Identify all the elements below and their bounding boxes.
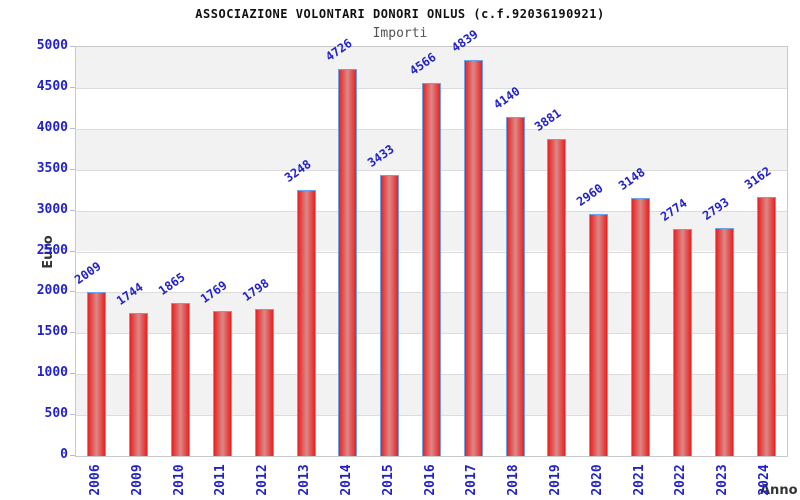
x-tick-label-2009: 2009	[129, 464, 145, 496]
y-tick-label: 4000	[36, 119, 68, 135]
bar-2021	[631, 198, 651, 456]
x-tick-label-2010: 2010	[171, 464, 187, 496]
bar-2023	[714, 227, 734, 456]
x-tick-label-2020: 2020	[589, 464, 605, 496]
x-tick-label-2013: 2013	[297, 464, 313, 496]
y-tick-mark	[70, 46, 75, 47]
y-tick-label: 2500	[36, 242, 68, 258]
x-tick-label-2024: 2024	[757, 464, 773, 496]
bar-2013	[296, 190, 316, 456]
y-tick-label: 3500	[36, 160, 68, 176]
x-tick-label-2022: 2022	[673, 464, 689, 496]
y-tick-mark	[70, 168, 75, 170]
bar-2010	[171, 303, 191, 456]
bar-2018	[505, 117, 525, 456]
x-tick-label-2019: 2019	[547, 464, 563, 496]
chart-subtitle: Importi	[372, 26, 428, 41]
x-tick-label-2015: 2015	[380, 464, 396, 496]
x-tick-label-2017: 2017	[464, 464, 480, 496]
x-tick-label-2011: 2011	[213, 464, 229, 496]
y-tick-mark	[70, 332, 75, 334]
bar-2015	[380, 175, 400, 456]
x-tick-label-2021: 2021	[631, 464, 647, 496]
y-tick-mark	[70, 127, 75, 129]
y-tick-mark	[70, 86, 75, 88]
y-tick-label: 1000	[36, 365, 68, 381]
y-tick-mark	[70, 414, 75, 416]
x-tick-label-2006: 2006	[87, 464, 103, 496]
chart-title: ASSOCIAZIONE VOLONTARI DONORI ONLUS (c.f…	[195, 7, 605, 21]
bar-2014	[338, 69, 358, 456]
bar-2019	[547, 138, 567, 456]
y-tick-label: 3000	[36, 201, 68, 217]
y-tick-label: 4500	[36, 78, 68, 94]
y-tick-mark	[70, 209, 75, 211]
x-tick-label-2012: 2012	[255, 464, 271, 496]
bar-2024	[756, 197, 776, 456]
x-axis-label: Anno	[760, 483, 798, 498]
bar-2009	[129, 313, 149, 456]
y-tick-mark	[70, 373, 75, 375]
y-tick-mark	[70, 291, 75, 293]
bar-2006	[87, 291, 107, 456]
x-tick-label-2023: 2023	[715, 464, 731, 496]
bar-2016	[422, 82, 441, 456]
x-tick-label-2016: 2016	[422, 464, 438, 496]
y-tick-label: 5000	[36, 38, 68, 53]
y-tick-label: 500	[44, 406, 68, 422]
bar-2022	[672, 229, 692, 456]
bar-2011	[212, 311, 232, 456]
x-tick-label-2014: 2014	[338, 464, 354, 496]
y-tick-mark	[70, 250, 75, 252]
y-tick-label: 1500	[36, 324, 68, 340]
bar-2020	[589, 213, 609, 456]
bar-2012	[254, 308, 274, 456]
plot-area	[75, 46, 788, 457]
x-tick-label-2018: 2018	[506, 464, 522, 496]
bar-2017	[463, 60, 483, 456]
y-tick-label: 2000	[36, 283, 68, 299]
y-tick-mark	[70, 455, 75, 456]
plot-band	[76, 47, 787, 88]
y-tick-label: 0	[60, 447, 68, 462]
